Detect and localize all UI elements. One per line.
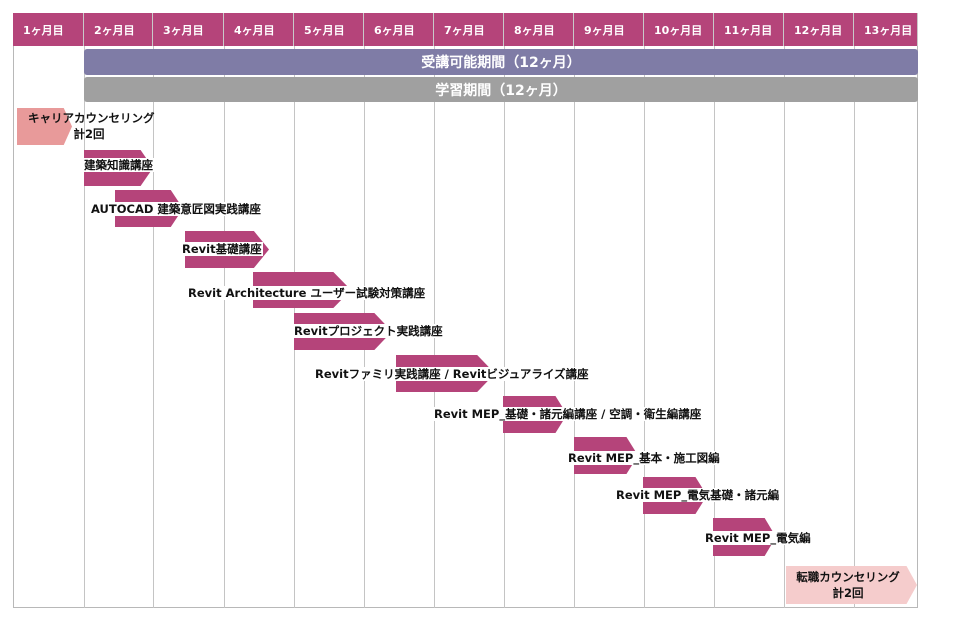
month-divider [714, 13, 715, 608]
month-header-8: 8ヶ月目 [504, 13, 574, 46]
job-counseling-line1: 転職カウンセリング [796, 570, 900, 584]
job-counseling-label: 転職カウンセリング 計2回 [786, 569, 910, 601]
month-header-9: 9ヶ月目 [574, 13, 644, 46]
course-label-4: Revit Architecture ユーザー試験対策講座 [187, 286, 427, 300]
career-counseling-line1: キャリアカウンセリング [28, 111, 155, 125]
month-divider [574, 13, 575, 608]
month-header-12: 12ヶ月目 [784, 13, 854, 46]
month-header-10: 10ヶ月目 [644, 13, 714, 46]
course-label-1: 建築知識講座 [83, 158, 154, 172]
month-divider [434, 13, 435, 608]
month-header-11: 11ヶ月目 [714, 13, 784, 46]
month-header-1: 1ヶ月目 [13, 13, 84, 46]
job-counseling-arrow [786, 566, 917, 604]
job-counseling-line2: 計2回 [832, 586, 864, 600]
month-header-13: 13ヶ月目 [854, 13, 918, 46]
month-divider [84, 13, 85, 608]
month-divider [644, 13, 645, 608]
course-label-3: Revit基礎講座 [181, 242, 263, 256]
month-divider [153, 13, 154, 608]
month-divider [224, 13, 225, 608]
month-divider [854, 13, 855, 608]
month-header-7: 7ヶ月目 [434, 13, 504, 46]
course-label-6: Revitファミリ実践講座 / Revitビジュアライズ講座 [314, 367, 590, 381]
month-header-3: 3ヶ月目 [153, 13, 224, 46]
course-label-2: AUTOCAD 建築意匠図実践講座 [90, 202, 262, 216]
month-header-6: 6ヶ月目 [364, 13, 434, 46]
course-label-7: Revit MEP_基礎・諸元編講座 / 空調・衛生編講座 [433, 407, 703, 421]
month-divider [294, 13, 295, 608]
month-divider [364, 13, 365, 608]
course-label-10: Revit MEP_電気編 [704, 531, 812, 545]
study-period-band: 学習期間（12ヶ月） [84, 77, 918, 102]
study-period-label: 学習期間（12ヶ月） [435, 82, 567, 99]
course-label-5: Revitプロジェクト実践講座 [293, 324, 444, 338]
course-label-8: Revit MEP_基本・施工図編 [567, 451, 721, 465]
career-counseling-arrow [17, 108, 72, 145]
course-label-9: Revit MEP_電気基礎・諸元編 [615, 488, 781, 502]
month-header-2: 2ヶ月目 [84, 13, 153, 46]
schedule-grid [13, 13, 918, 608]
enrollment-period-label: 受講可能期間（12ヶ月） [421, 55, 581, 71]
month-header-5: 5ヶ月目 [294, 13, 364, 46]
career-counseling-line2: 計2回 [73, 127, 105, 141]
month-header-4: 4ヶ月目 [224, 13, 294, 46]
month-divider [784, 13, 785, 608]
month-divider [504, 13, 505, 608]
career-counseling-label: キャリアカウンセリング 計2回 [28, 110, 155, 142]
enrollment-period-band: 受講可能期間（12ヶ月） [84, 49, 918, 75]
